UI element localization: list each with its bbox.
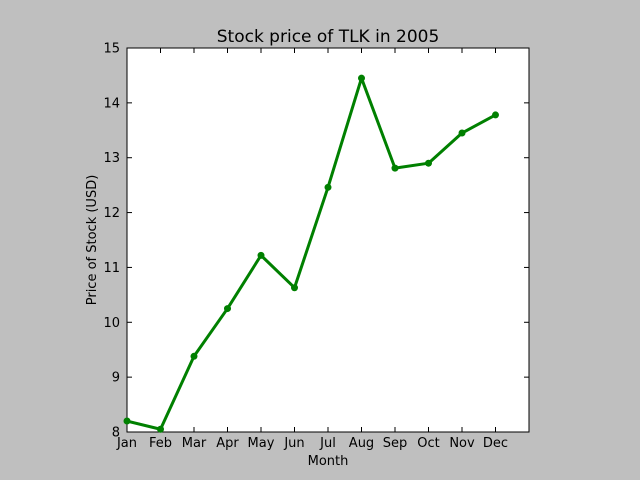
plot-area <box>126 47 530 433</box>
y-tick-label: 15 <box>103 42 120 57</box>
data-point <box>458 129 466 137</box>
data-point <box>324 183 332 191</box>
x-axis: Jan Feb Mar Apr May Jun Jul Aug Sep Oct Nov Dec <box>116 48 508 451</box>
x-tick-label: Nov <box>449 436 475 451</box>
data-point <box>291 284 298 292</box>
data-point <box>425 159 432 167</box>
x-tick-label: Dec <box>483 436 508 451</box>
x-tick-label: Oct <box>417 436 439 451</box>
y-tick-label: 12 <box>103 206 120 221</box>
y-tick-label: 9 <box>112 371 120 386</box>
y-tick-label: 8 <box>112 426 120 441</box>
y-axis-label: Price of Stock (USD) <box>85 175 100 306</box>
x-tick-label: Feb <box>149 436 172 451</box>
data-point <box>492 111 499 119</box>
y-tick-label: 10 <box>103 316 120 331</box>
x-tick-label: Jan <box>116 436 137 451</box>
x-tick-label: Sep <box>383 436 408 451</box>
x-tick-label: Mar <box>182 436 207 451</box>
data-point <box>391 164 399 172</box>
series-line <box>126 76 497 431</box>
data-points <box>123 74 499 433</box>
y-tick-label: 11 <box>103 261 120 276</box>
x-tick-label: Jul <box>319 436 336 451</box>
x-tick-label: May <box>248 436 275 451</box>
chart-title: Stock price of TLK in 2005 <box>217 27 440 47</box>
data-point <box>358 74 365 82</box>
data-point <box>123 417 131 425</box>
x-tick-label: Jun <box>283 436 304 451</box>
y-tick-label: 13 <box>103 151 120 166</box>
data-point <box>157 425 164 433</box>
data-point <box>224 305 231 313</box>
y-axis: 8 9 10 11 12 13 14 15 <box>103 42 529 441</box>
data-point <box>257 251 265 259</box>
x-tick-label: Aug <box>349 436 374 451</box>
y-tick-label: 14 <box>103 96 120 111</box>
x-axis-label: Month <box>308 454 349 469</box>
data-point <box>190 352 198 360</box>
x-tick-label: Apr <box>216 436 239 451</box>
